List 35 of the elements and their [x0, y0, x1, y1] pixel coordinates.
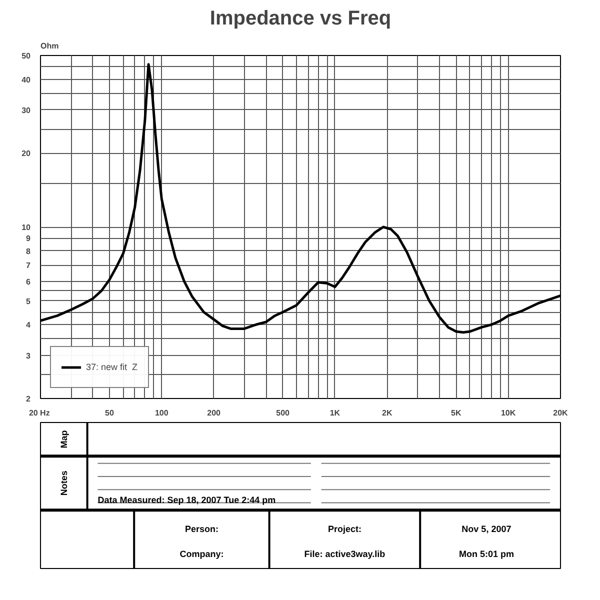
text: Mon 5:01 pm [458, 548, 514, 559]
y-axis-title: Ohm [40, 42, 59, 50]
x-tick-label: 10K [500, 408, 516, 418]
x-tick-label: 2K [382, 408, 393, 418]
text: Nov 5, 2007 [462, 524, 512, 534]
y-tick-label: 5 [26, 296, 32, 306]
y-tick-label: 30 [22, 106, 32, 115]
y-tick-label: 4 [26, 320, 32, 330]
legend-label: 37: new fit Z [86, 362, 138, 372]
text: Data Measured: Sep 18, 2007 Tue 2:44 pm [98, 494, 276, 505]
y-tick-label: 9 [26, 234, 32, 244]
x-tick-label: 50 [105, 408, 114, 418]
y-tick-label: 6 [26, 277, 32, 286]
x-tick-label: 20 Hz [28, 408, 50, 418]
text: Company: [180, 548, 224, 559]
y-tick-label: 20 [22, 149, 32, 158]
text: Notes [58, 470, 69, 496]
y-tick-label: 10 [22, 223, 32, 232]
chart-title: Impedance vs Freq [210, 8, 392, 30]
y-tick-label: 2 [26, 394, 32, 404]
x-tick-label: 100 [154, 408, 169, 418]
x-tick-label: 200 [207, 408, 222, 418]
x-tick-label: 20K [553, 408, 568, 418]
text: Map [58, 430, 69, 448]
y-tick-label: 8 [26, 246, 32, 256]
text: File: active3way.lib [304, 548, 386, 559]
text: Project: [328, 524, 362, 534]
x-tick-label: 1K [330, 408, 340, 418]
y-tick-label: 40 [22, 75, 32, 84]
text: Person: [184, 524, 218, 534]
y-tick-label: 50 [22, 52, 32, 60]
x-tick-label: 500 [276, 408, 290, 418]
y-tick-label: 7 [26, 261, 32, 270]
x-tick-label: 5K [451, 408, 462, 418]
y-tick-label: 3 [26, 351, 32, 360]
